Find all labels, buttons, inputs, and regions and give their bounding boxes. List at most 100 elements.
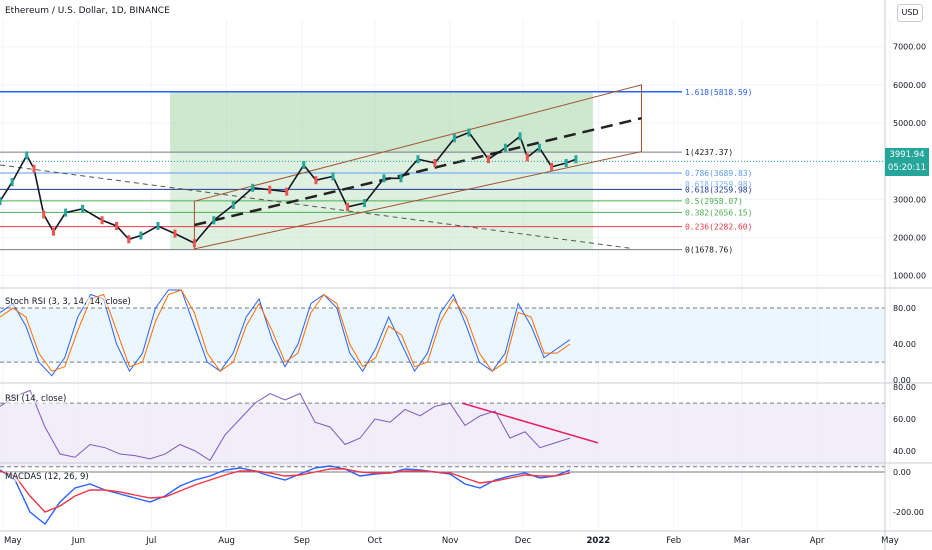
indicator-tick-label: 0.00: [893, 468, 911, 477]
fib-level-label: 0.382(2656.15): [685, 208, 752, 217]
indicator-tick-label: 80.00: [893, 383, 916, 392]
price-point: [564, 159, 568, 168]
stoch-k-line: [0, 289, 571, 377]
indicator-tick-label: 60.00: [893, 415, 916, 424]
x-tick-label: Feb: [666, 536, 681, 546]
price-countdown: 05:20:11: [887, 163, 927, 173]
price-point: [251, 183, 255, 192]
last-price-value: 3991.94: [889, 150, 925, 160]
price-point: [518, 132, 522, 141]
x-tick-label: Dec: [515, 536, 532, 546]
price-series: [0, 128, 578, 248]
price-point: [537, 143, 541, 152]
last-price-tag: 3991.94 05:20:11: [885, 148, 929, 176]
price-point: [467, 128, 471, 137]
price-point: [574, 155, 578, 164]
chart-title: Ethereum / U.S. Dollar, 1D, BINANCE: [5, 6, 170, 16]
price-point: [51, 227, 55, 236]
price-point: [314, 176, 318, 185]
x-tick-label: May: [881, 536, 899, 546]
price-point: [81, 204, 85, 213]
price-channel-zone: [170, 91, 593, 250]
price-point: [64, 208, 68, 217]
price-tick-label: 1000.00: [893, 272, 926, 281]
price-point: [363, 199, 366, 208]
indicator-tick-label: 40.00: [893, 340, 916, 349]
fib-level-label-overlap: 0.618(3259.98): [685, 180, 752, 189]
x-tick-label: Apr: [810, 536, 825, 546]
x-tick-label: Nov: [442, 536, 459, 546]
fib-level-label: 1.618(5818.59): [685, 88, 752, 97]
fib-zone-upper: [170, 91, 593, 153]
price-levels: 1.618(5818.59) 1(4237.37) 0.786(3689.83) 0.…: [0, 84, 885, 255]
fib-level-label: 0(1678.76): [685, 246, 733, 255]
price-point: [192, 239, 196, 248]
channel-midline: [194, 117, 642, 227]
rsi-trendline: [461, 402, 599, 444]
price-point: [139, 231, 143, 240]
currency-button[interactable]: USD: [897, 4, 923, 22]
x-tick-label: May: [4, 536, 22, 546]
price-point: [32, 164, 36, 173]
price-tick-label: 6000.00: [893, 81, 926, 90]
price-point: [550, 162, 554, 171]
price-point: [416, 155, 420, 164]
price-point: [433, 159, 437, 168]
macd-label[interactable]: MACDAS (12, 26, 9): [5, 472, 89, 482]
price-point: [212, 216, 216, 225]
price-point: [156, 221, 160, 230]
fib-level-label: 0.5(2958.07): [685, 197, 743, 206]
indicator-tick-label: 40.00: [893, 447, 916, 456]
rsi-label[interactable]: RSI (14, close): [5, 394, 67, 404]
price-tick-label: 3000.00: [893, 195, 926, 204]
fib-level-label: 0.618(3259.98): [685, 185, 752, 194]
oscillator-panels: [0, 289, 885, 526]
indicator-band: [0, 308, 885, 363]
ascending-channel: [193, 84, 643, 250]
price-point: [525, 153, 529, 162]
price-point: [302, 160, 306, 169]
price-point: [0, 197, 2, 206]
fib-level-label: 0.786(3689.83): [685, 169, 752, 178]
x-tick-label: Sep: [294, 536, 310, 546]
price-point: [42, 210, 46, 219]
x-tick-label: Jun: [71, 536, 85, 546]
fib-level-label: 1(4237.37): [685, 148, 733, 157]
x-tick-label: Aug: [218, 536, 235, 546]
price-point: [173, 229, 177, 238]
price-point: [331, 172, 335, 181]
indicator-tick-label: 0.00: [893, 376, 911, 385]
price-tick-label: 5000.00: [893, 119, 926, 128]
price-point: [399, 174, 403, 183]
price-point: [25, 151, 29, 160]
price-tick-label: 2000.00: [893, 233, 926, 242]
signal-line: [0, 468, 571, 513]
x-tick-label: Oct: [367, 536, 382, 546]
price-point: [285, 187, 289, 196]
price-point: [452, 134, 456, 143]
fib-level-label: 0.236(2282.60): [685, 223, 752, 232]
macd-line: [0, 465, 571, 526]
rsi-line: [0, 389, 571, 462]
price-tick-label: 7000.00: [893, 43, 926, 52]
x-tick-label: Jul: [145, 536, 156, 546]
price-point: [10, 178, 14, 187]
price-point: [100, 216, 104, 225]
price-point: [503, 143, 507, 152]
price-point: [345, 202, 349, 211]
descending-trendline: [0, 164, 630, 249]
indicator-tick-label: 80.00: [893, 304, 916, 313]
indicator-band: [0, 403, 885, 467]
indicator-tick-label: -200.00: [893, 508, 924, 517]
price-point: [115, 221, 119, 230]
x-tick-label: Mar: [734, 536, 751, 546]
price-point: [486, 155, 490, 164]
price-point: [127, 235, 131, 244]
price-point: [231, 200, 235, 209]
stoch-rsi-label[interactable]: Stoch RSI (3, 3, 14, 14, close): [5, 297, 131, 307]
price-point: [268, 185, 272, 194]
x-tick-label: 2022: [587, 536, 611, 546]
price-point: [382, 174, 386, 183]
